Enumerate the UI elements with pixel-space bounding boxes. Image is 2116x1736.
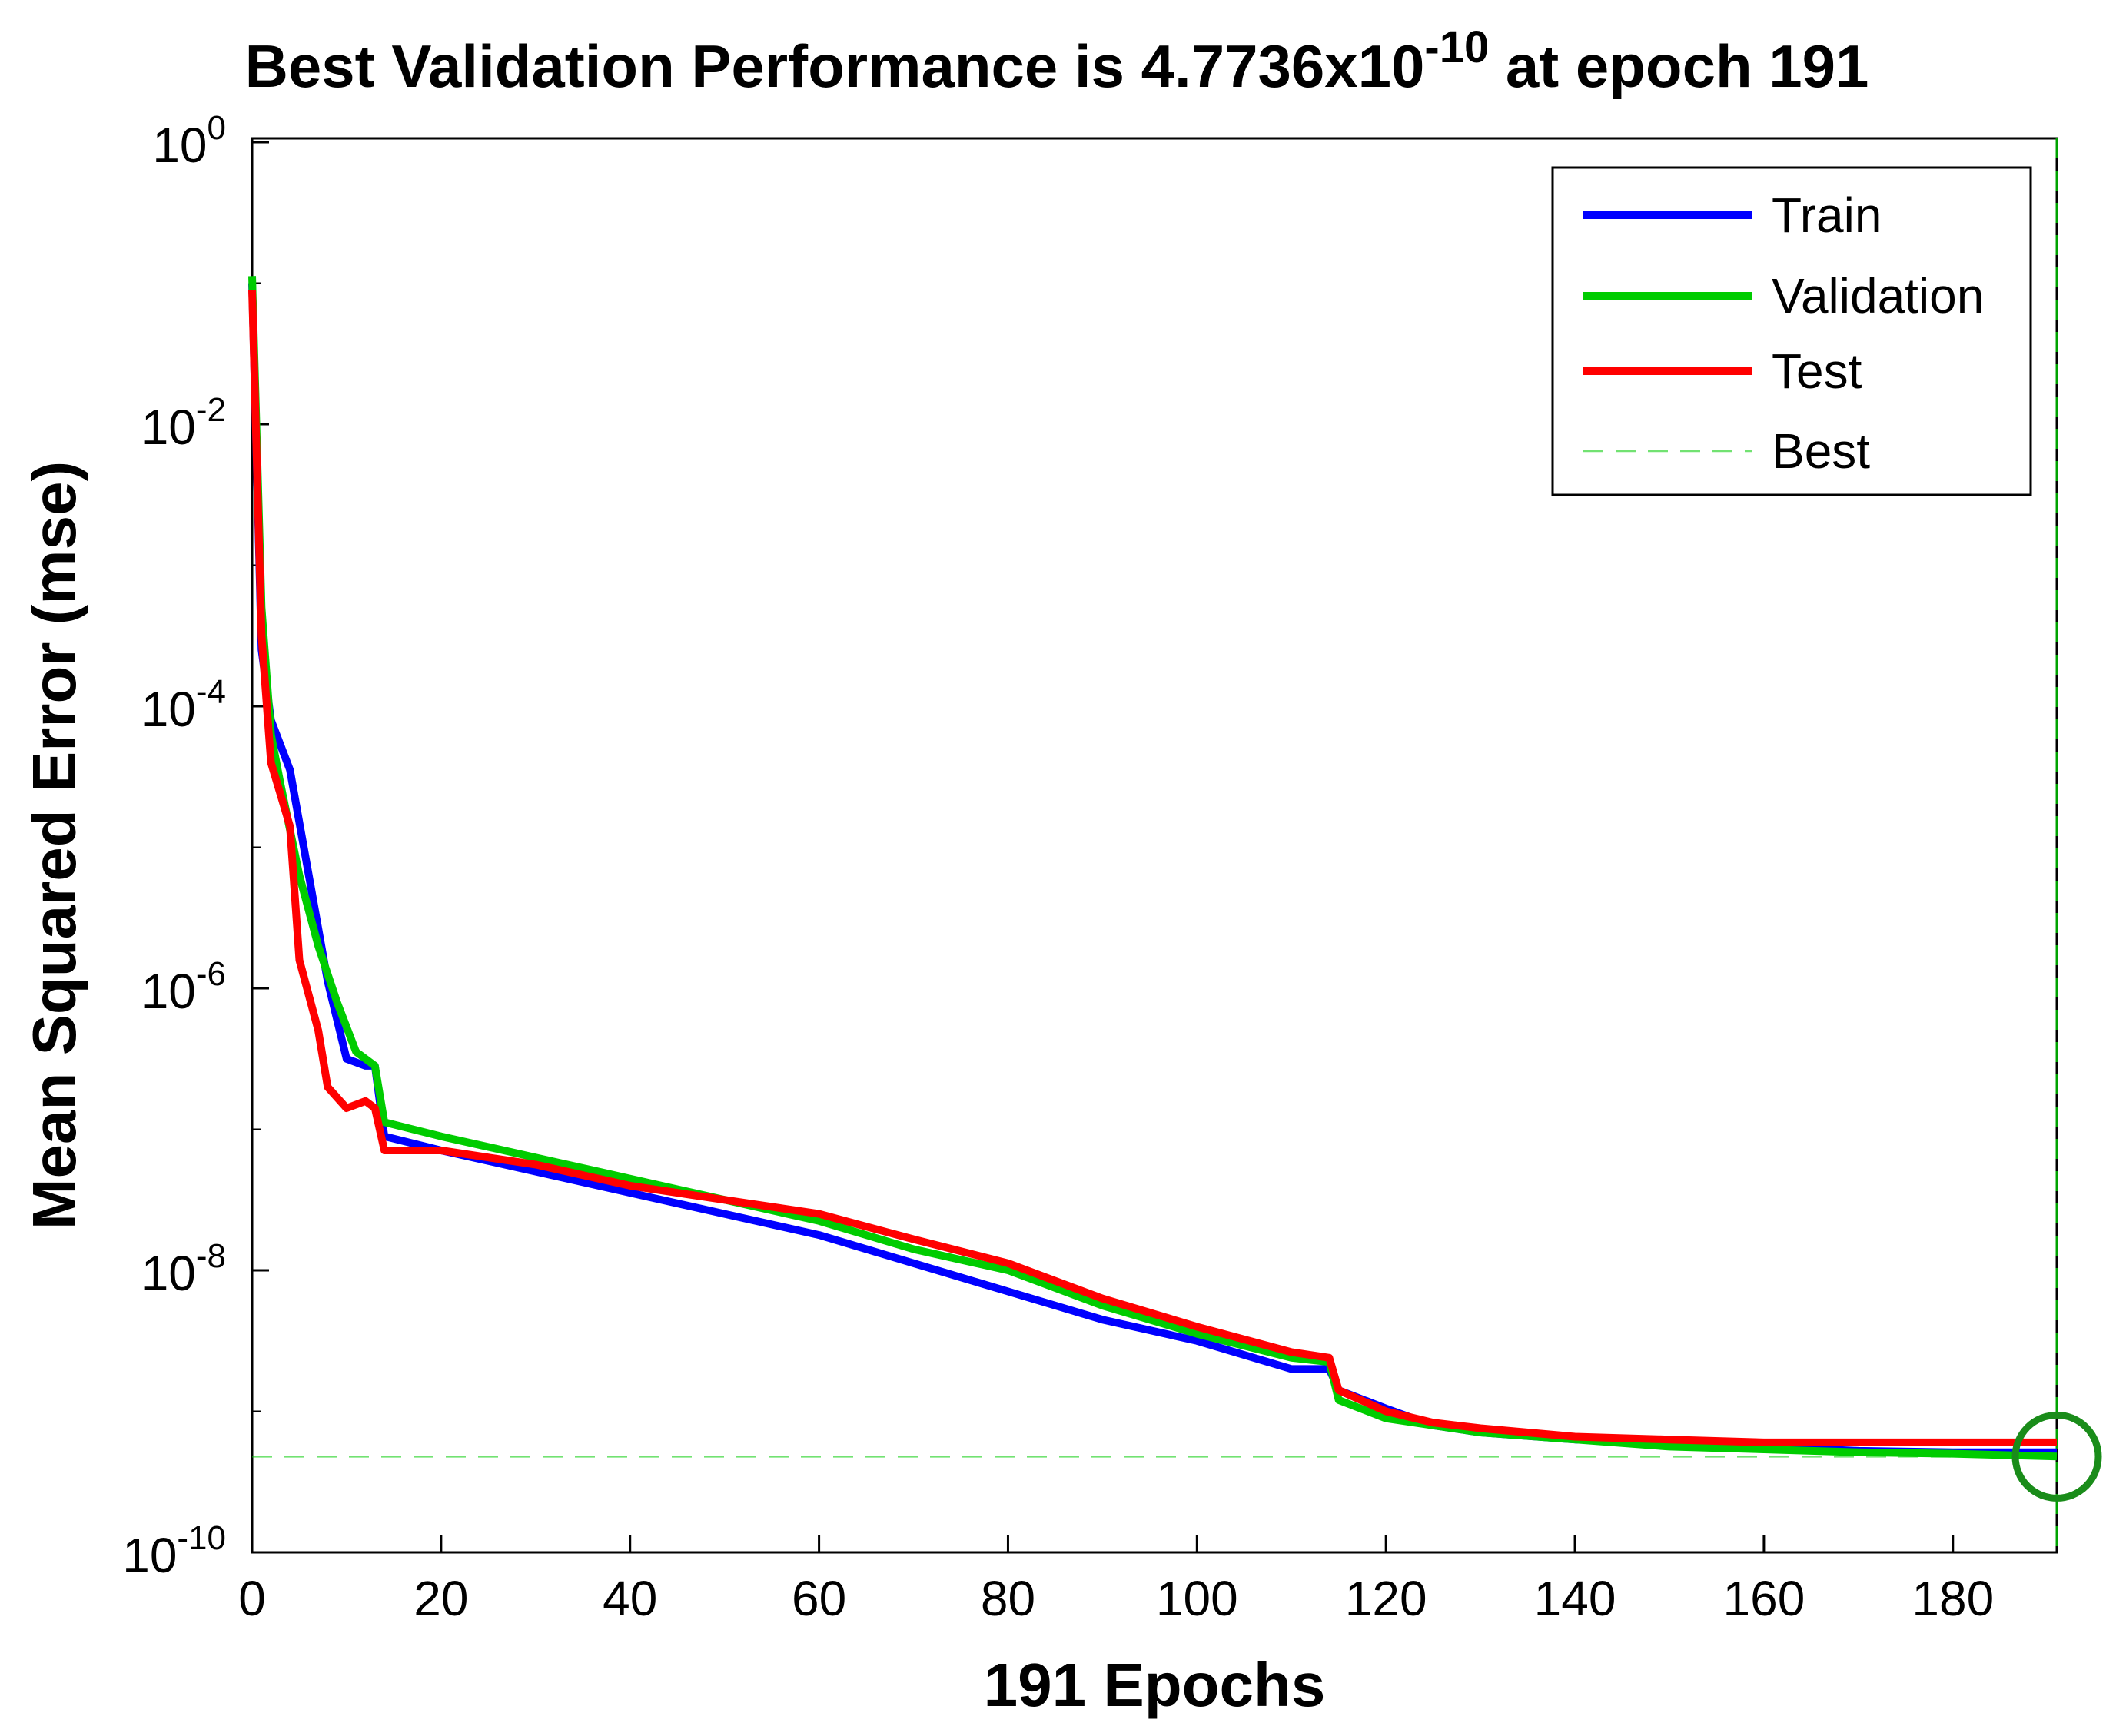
legend-box: [1551, 166, 2032, 496]
series-line-test: [248, 290, 2057, 1446]
y-tick-label: 100: [152, 109, 226, 173]
y-tick-label: 10-10: [122, 1519, 226, 1583]
chart-title: Best Validation Performance is 4.7736x10…: [245, 22, 1869, 100]
y-tick-label: 10-4: [141, 673, 226, 737]
title-exponent: -10: [1424, 22, 1489, 72]
legend: Train Validation Test Best: [1551, 166, 2032, 496]
x-tick-label: 0: [238, 1571, 266, 1626]
title-prefix: Best Validation Performance is 4.7736x10: [245, 32, 1425, 100]
best-point-circle: [2011, 1411, 2102, 1502]
y-tick-label: 10-8: [141, 1237, 226, 1301]
x-tick-label: 160: [1723, 1571, 1805, 1626]
y-tick-label: 10-6: [141, 955, 226, 1019]
legend-label-best: Best: [1772, 423, 1870, 479]
x-tick-label: 80: [981, 1571, 1035, 1626]
x-axis-label: 191 Epochs: [984, 1651, 1326, 1719]
series-layer: [248, 276, 2102, 1502]
axes-layer: 0 20 40 60 80 100 120 140 160 180 100 10-2 10-4 10-6 1…: [122, 109, 1994, 1626]
x-tick-label: 40: [603, 1571, 657, 1626]
x-tick-label: 20: [414, 1571, 468, 1626]
x-tick-label: 140: [1534, 1571, 1616, 1626]
y-axis-label: Mean Squared Error (mse): [20, 461, 88, 1230]
x-tick-label: 120: [1345, 1571, 1427, 1626]
legend-label-train: Train: [1772, 188, 1882, 243]
x-tick-label: 100: [1156, 1571, 1238, 1626]
legend-label-validation: Validation: [1772, 268, 1984, 324]
legend-label-test: Test: [1772, 344, 1862, 399]
best-marker-layer: [252, 138, 2058, 1552]
y-tick-label: 10-2: [141, 391, 226, 455]
x-tick-label: 60: [792, 1571, 846, 1626]
title-suffix: at epoch 191: [1489, 32, 1869, 100]
x-tick-label: 180: [1912, 1571, 1994, 1626]
